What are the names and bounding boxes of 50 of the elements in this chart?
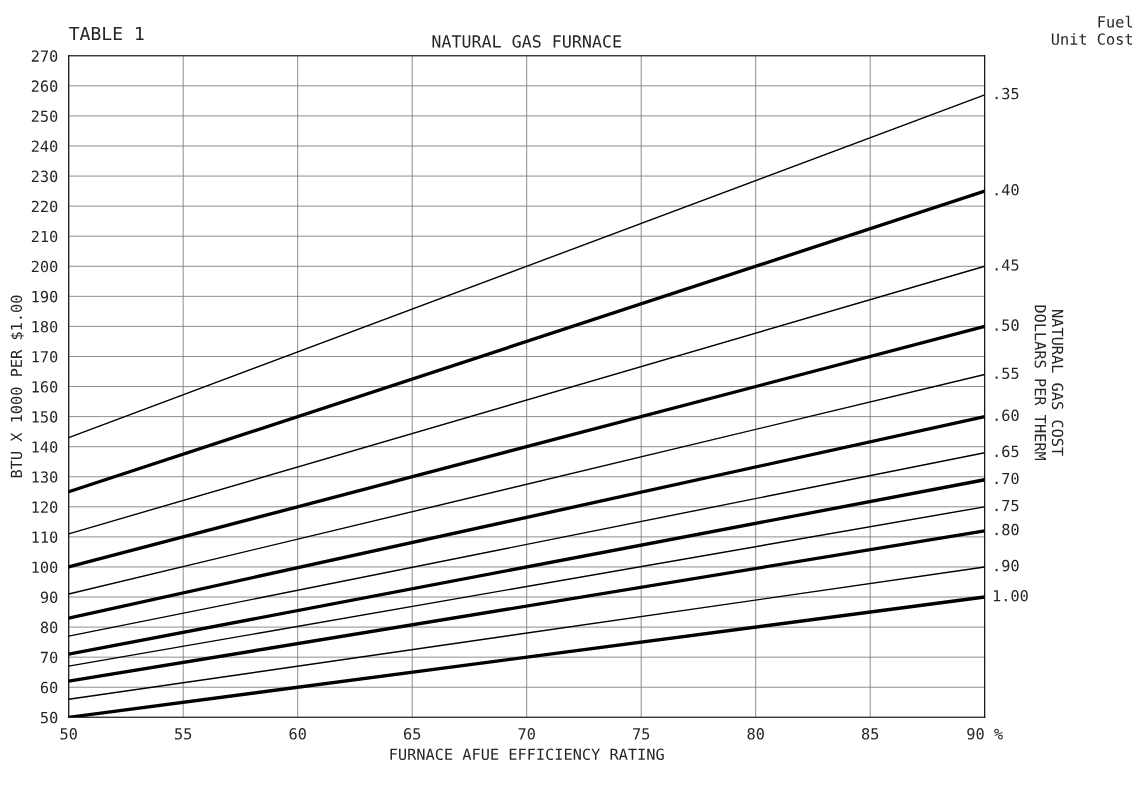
series-label: .60 bbox=[995, 409, 1019, 422]
y-tick-label: 260 bbox=[31, 80, 58, 92]
series-label: .65 bbox=[995, 445, 1019, 458]
chart-title: NATURAL GAS FURNACE bbox=[432, 35, 621, 48]
series-label: .75 bbox=[995, 499, 1019, 512]
series-label: .55 bbox=[995, 367, 1019, 379]
y-tick-label: 250 bbox=[31, 110, 58, 122]
series-label: .50 bbox=[995, 319, 1019, 331]
y-tick-label: 60 bbox=[40, 681, 58, 694]
y-tick-label: 180 bbox=[32, 320, 58, 333]
series-label: .35 bbox=[995, 87, 1019, 100]
y-tick-label: 170 bbox=[32, 350, 58, 363]
series-label: .90 bbox=[995, 559, 1019, 572]
y-tick-label: 150 bbox=[32, 411, 58, 423]
x-tick-label: 75 bbox=[633, 728, 650, 740]
y-tick-label: 50 bbox=[40, 711, 58, 724]
x-tick-label: 65 bbox=[404, 728, 421, 740]
text: Fuel Unit Cost bbox=[1051, 15, 1133, 45]
y-tick-label: 240 bbox=[31, 140, 58, 153]
y-tick-label: 70 bbox=[40, 651, 58, 664]
x-axis-title: FURNACE AFUE EFFICIENCY RATING bbox=[390, 748, 664, 761]
series-label: .70 bbox=[995, 472, 1019, 485]
series-label: .40 bbox=[995, 184, 1019, 196]
caption: TABLE 1 bbox=[69, 26, 144, 41]
x-tick-label: 85 bbox=[861, 728, 879, 740]
y-tick-label: 130 bbox=[32, 471, 58, 483]
x-tick-label: 70 bbox=[518, 728, 535, 740]
series-label: 1.00 bbox=[993, 589, 1028, 602]
y-tick-label: 220 bbox=[31, 200, 58, 213]
y-tick-label: 270 bbox=[31, 50, 58, 62]
y-tick-label: 140 bbox=[32, 441, 58, 453]
x-tick-label: 50 bbox=[60, 728, 77, 740]
series-label: .80 bbox=[995, 523, 1019, 536]
y-tick-label: 200 bbox=[31, 260, 58, 273]
y-tick-label: 90 bbox=[40, 591, 58, 604]
y-tick-label: 120 bbox=[32, 501, 58, 513]
y-tick-label: 190 bbox=[32, 290, 58, 303]
x-tick-label: 80 bbox=[747, 728, 764, 740]
y-tick-label: 160 bbox=[32, 381, 58, 393]
y-tick-label: 110 bbox=[32, 531, 58, 543]
y-tick-label: 210 bbox=[31, 230, 58, 243]
x-tick-label: 60 bbox=[289, 728, 306, 740]
y-tick-label: 230 bbox=[31, 170, 58, 183]
x-tick-label: 55 bbox=[175, 728, 192, 740]
y-tick-label: 100 bbox=[32, 561, 58, 574]
series-label: .45 bbox=[995, 259, 1019, 271]
y-axis-title: BTU X 1000 PER $1.00 bbox=[10, 295, 25, 478]
y-tick-label: 80 bbox=[40, 621, 58, 634]
x-tick-label: 90 % bbox=[967, 728, 1003, 740]
y2-axis-title: NATURAL GAS COST DOLLARS PER THERM bbox=[1034, 305, 1064, 461]
